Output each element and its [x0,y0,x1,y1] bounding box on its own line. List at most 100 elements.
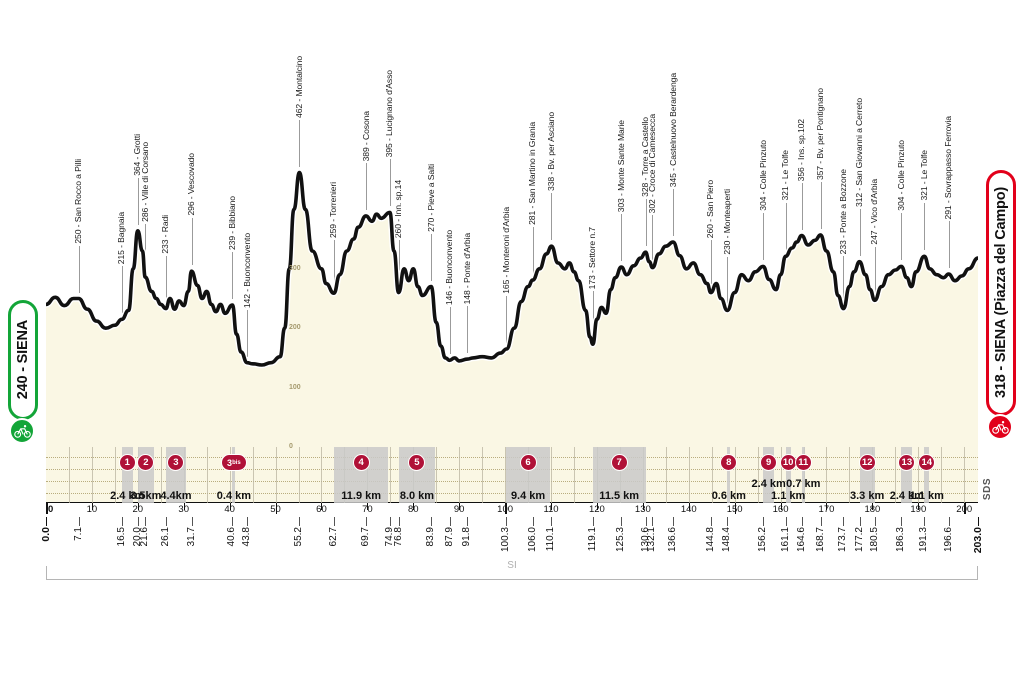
cumulative-tick [924,517,926,526]
start-town-plaque[interactable]: 240 - SIENA [8,300,38,420]
gravel-sector-distance: 1.1 km [909,490,944,502]
cumulative-tick [551,517,553,526]
poi-leader-line [137,177,139,225]
gravel-sector-marker-number: 5 [414,457,420,468]
gravel-sector-marker[interactable]: 2 [138,455,154,470]
cumulative-tick [137,517,139,526]
poi-leader-line [191,218,193,266]
gravel-sector-marker-number: 1 [124,457,130,468]
cumulative-distance-label: 168.7 [814,527,826,553]
band-vertical-gridline [826,447,828,503]
cumulative-distance-label: 87.9 [443,527,455,547]
gravel-sector-distance: 2.4 km [889,490,924,502]
poi-label: 395 - Lucignano d'Asso [384,70,395,158]
cumulative-distance-label: 40.6 [226,527,238,547]
cumulative-tick [247,517,249,526]
cumulative-tick [859,517,861,526]
elevation-gridline-label: 100 [289,383,301,391]
gravel-sector-marker[interactable]: 8 [721,455,737,470]
gravel-sector-marker[interactable]: 4 [353,455,369,470]
axis-tick [964,503,966,514]
cumulative-distance-label: 196.6 [942,527,954,553]
cumulative-tick [621,517,623,526]
poi-leader-line [366,162,367,210]
poi-leader-line [389,159,391,207]
axis-tick-label: 150 [726,504,743,515]
cumulative-tick [874,517,876,526]
poi-leader-line [621,214,623,262]
gravel-sector-marker[interactable]: 5 [409,455,425,470]
band-vertical-gridline [321,447,323,503]
axis-tick-label: 70 [362,504,373,515]
gravel-sector-distance: 0.6 km [711,490,746,502]
band-vertical-gridline [68,447,70,503]
axis-tick-label: 60 [316,504,327,515]
gravel-sector-distance: 9.4 km [510,490,546,502]
axis-tick [780,503,782,510]
credit-label: SDS [982,478,993,501]
poi-leader-line [710,239,712,287]
finish-town-label: 318 - SIENA (Piazza del Campo) [993,187,1009,399]
gravel-sector-marker-number: 13 [901,457,913,468]
finish-town-marker[interactable]: 318 - SIENA (Piazza del Campo) [986,170,1016,440]
cumulative-tick [843,517,845,526]
cumulative-tick [652,517,654,526]
cumulative-tick [299,517,301,526]
cumulative-tick [389,517,391,526]
axis-tick [505,503,507,514]
gravel-sector-distance: 8.0 km [399,490,435,502]
gravel-sector-marker[interactable]: 7 [611,455,627,470]
gravel-sector-marker[interactable]: 11 [795,455,811,470]
cumulative-tick [710,517,712,526]
gravel-sector-marker-suffix: bis [232,459,241,466]
cumulative-tick [467,517,469,526]
cumulative-distance-label: 7.1 [72,527,84,541]
axis-tick [183,503,185,510]
gravel-sector-marker-number: 8 [726,457,732,468]
poi-leader-line [398,239,400,287]
gravel-sector-marker-number: 3 [173,457,179,468]
start-town-marker[interactable]: 240 - SIENA [8,300,38,444]
band-vertical-gridline [459,447,461,503]
gravel-sector-shading [785,447,791,503]
gravel-sector-marker-number: 7 [616,457,622,468]
finish-town-plaque[interactable]: 318 - SIENA (Piazza del Campo) [986,170,1016,416]
band-vertical-gridline [941,447,943,503]
cumulative-tick [46,517,47,526]
axis-tick [872,503,874,510]
gravel-sector-marker[interactable]: 13 [899,455,915,470]
axis-tick-label: 130 [634,504,651,515]
cumulative-tick [145,517,147,526]
gravel-sector-marker[interactable]: 3 bis [221,455,246,470]
poi-label: 462 - Montalcino [293,55,304,118]
cumulative-distance-label: 91.8 [461,527,473,547]
band-vertical-gridline [895,447,897,503]
gravel-sector-band [46,447,978,503]
poi-leader-line [247,309,249,357]
elevation-profile-svg [46,169,978,447]
cumulative-distance-label: 55.2 [293,527,305,547]
gravel-sector-marker[interactable]: 9 [761,455,777,470]
axis-tick [642,503,644,510]
band-vertical-gridline [849,447,851,503]
gravel-sector-distance: 11.5 km [599,490,640,502]
axis-tick [918,503,920,510]
gravel-sector-marker[interactable]: 14 [919,455,935,470]
cumulative-tick [165,517,167,526]
band-vertical-gridline [482,447,484,503]
band-vertical-gridline [711,447,713,503]
gravel-sector-marker[interactable]: 3 [168,455,184,470]
axis-tick-label: 50 [270,504,281,515]
finish-cyclist-icon [987,414,1013,440]
cumulative-distance-label: 180.5 [868,527,880,553]
gravel-sector-marker[interactable]: 12 [859,455,875,470]
gravel-sector-marker[interactable]: 10 [780,455,796,470]
cumulative-tick [333,517,335,526]
band-vertical-gridline [688,447,690,503]
cumulative-distance-label: 0.0 [40,527,52,542]
gravel-sector-marker[interactable]: 6 [520,455,536,470]
gravel-sector-marker-number: 14 [921,457,933,468]
gravel-sector-marker[interactable]: 1 [119,455,135,470]
axis-tick-label: 170 [818,504,835,515]
gravel-sector-shading [801,447,805,503]
